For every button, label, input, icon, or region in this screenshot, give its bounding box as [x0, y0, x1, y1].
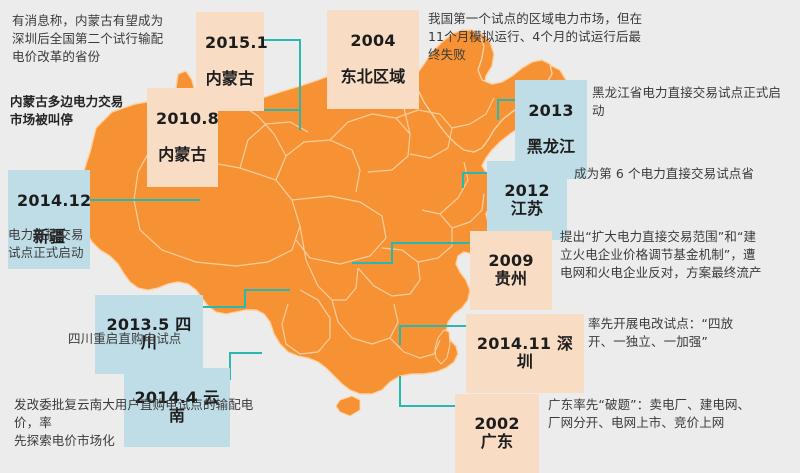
note-neimenggu-2010: 内蒙古多边电力交易 市场被叫停	[10, 94, 124, 128]
infographic-canvas: 2015.1 内蒙古 2004 东北区域 2010.8 内蒙古 2013 黑龙江…	[8, 10, 782, 473]
tag-line1: 2014.12	[17, 190, 92, 210]
note-shenzhen-2014: 率先开展电改试点：“四放 开、一独立、一加强”	[588, 316, 734, 350]
tag-line1: 2014.11 深圳	[476, 333, 574, 371]
tag-jiangsu-2012[interactable]: 2012 江苏	[487, 161, 567, 240]
note-guizhou-2009: 提出“扩大电力直接交易范围”和“建 立火电企业价格调节基金机制”，遭 电网和火电…	[560, 229, 762, 281]
tag-line2: 内蒙古	[158, 144, 207, 164]
note-jiangsu-2012: 成为第 6 个电力直接交易试点省	[574, 166, 755, 181]
tag-line1: 2002 广东	[474, 413, 520, 451]
tag-line1: 2014.4 云南	[134, 387, 220, 425]
note-guangdong-2002: 广东率先“破题”：卖电厂、建电网、 厂网分开、电网上市、竞价上网	[548, 397, 751, 431]
tag-line1: 2009 贵州	[488, 250, 534, 288]
tag-line1: 2012 江苏	[504, 180, 550, 218]
tag-xinjiang-2014[interactable]: 2014.12 新疆	[8, 170, 92, 269]
tag-sichuan-2013[interactable]: 2013.5 四川	[95, 295, 203, 374]
note-dongbei-2004: 我国第一个试点的区域电力市场，但在 11个月模拟运行、4个月的试运行后最 终失败	[428, 11, 643, 63]
map-hainan-path	[335, 395, 361, 417]
tag-line1: 2010.8	[156, 108, 219, 128]
tag-yunnan-2014[interactable]: 2014.4 云南	[124, 368, 230, 447]
note-heilongjiang-2013: 黑龙江省电力直接交易试点正式启 动	[592, 85, 782, 119]
map-northeast-path	[413, 29, 553, 153]
note-sichuan-2013: 四川重启直购电试点	[68, 331, 182, 346]
tag-line2: 新疆	[32, 226, 66, 246]
note-neimenggu-2015: 有消息称，内蒙古有望成为 深圳后全国第二个试行输配 电价改革的省份	[12, 13, 164, 65]
note-yunnan-2014: 发改委批复云南大用户直购电试点的输配电价，率 先探索电价市场化	[14, 397, 254, 449]
tag-line1: 2004	[350, 30, 396, 50]
tag-line1: 2013	[528, 100, 574, 120]
tag-dongbei-2004[interactable]: 2004 东北区域	[327, 10, 419, 109]
tag-line1: 2013.5 四川	[106, 314, 192, 352]
tag-guangdong-2002[interactable]: 2002 广东	[455, 394, 539, 473]
tag-neimenggu-2010[interactable]: 2010.8 内蒙古	[147, 88, 219, 187]
tag-line2: 内蒙古	[205, 68, 255, 88]
tag-line1: 2015.1	[205, 32, 268, 52]
tag-guizhou-2009[interactable]: 2009 贵州	[470, 231, 552, 310]
tag-line2: 黑龙江	[526, 136, 576, 156]
note-xinjiang-2014: 电力直接交易 试点正式启动	[8, 227, 84, 261]
tag-line2: 东北区域	[340, 66, 406, 86]
tag-shenzhen-2014[interactable]: 2014.11 深圳	[466, 314, 584, 393]
